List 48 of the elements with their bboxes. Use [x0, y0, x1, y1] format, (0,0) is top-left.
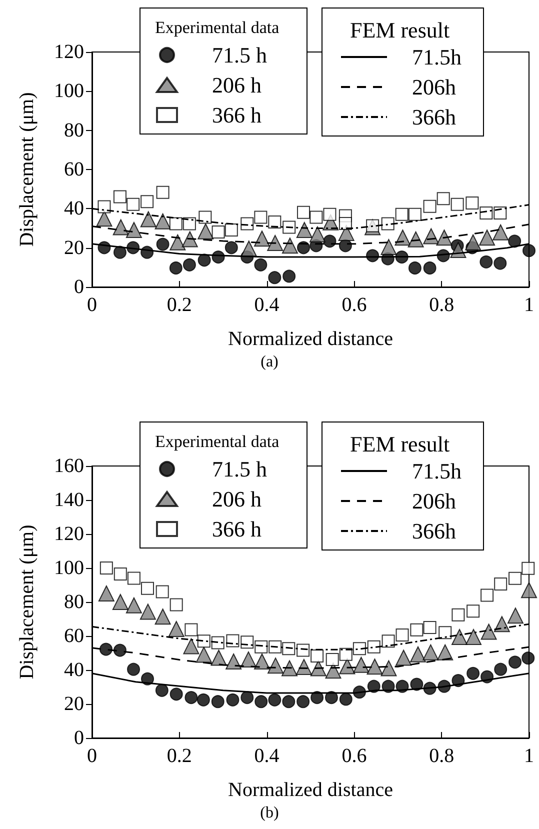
- legend-label: 71.5 h: [212, 456, 267, 482]
- x-tick-label: 0.6: [342, 294, 367, 316]
- legend-title: Experimental data: [155, 432, 280, 451]
- legend-label: 71.5h: [412, 458, 462, 484]
- y-tick-label: 80: [64, 119, 84, 142]
- y-tick-label: 0: [74, 727, 84, 749]
- text: FEM result: [350, 432, 450, 456]
- x-tick-label: 1: [524, 294, 534, 316]
- x-tick-label: 0.2: [166, 745, 192, 767]
- y-tick-label: 100: [54, 557, 84, 579]
- y-tick-label: 40: [64, 659, 84, 681]
- y-tick-label: 120: [54, 41, 84, 63]
- x-tick-label: 0.4: [254, 745, 280, 767]
- y-axis-title: Displacement (μm): [16, 524, 38, 680]
- y-tick-label: 40: [64, 198, 84, 220]
- y-tick-label: 120: [54, 523, 84, 545]
- x-tick-label: 0.4: [254, 294, 280, 316]
- y-tick-label: 60: [64, 158, 84, 180]
- legend-title: Experimental data: [155, 18, 280, 37]
- y-tick-label: 60: [64, 625, 84, 647]
- x-tick-label: 0.2: [166, 294, 192, 316]
- y-tick-label: 20: [64, 236, 84, 259]
- text: FEM result: [350, 18, 450, 42]
- text: (b): [260, 804, 279, 822]
- text: (a): [260, 354, 278, 370]
- y-tick-label: 160: [54, 455, 84, 477]
- legend-label: 206 h: [212, 72, 262, 98]
- legend-label: 71.5 h: [212, 42, 267, 68]
- legend-label: 71.5h: [412, 44, 462, 70]
- x-axis-title: Normalized distance: [228, 779, 394, 801]
- x-tick-label: 0.6: [342, 745, 367, 767]
- legend-label: 366 h: [212, 516, 262, 542]
- x-tick-label: 0.8: [429, 745, 454, 767]
- legend-label: 366 h: [212, 102, 262, 128]
- y-tick-label: 20: [64, 693, 84, 715]
- y-tick-label: 80: [64, 591, 84, 613]
- legend-label: 366h: [412, 518, 456, 544]
- y-tick-label: 100: [54, 80, 84, 102]
- x-tick-label: 0.8: [429, 294, 454, 316]
- y-tick-label: 0: [74, 276, 84, 298]
- x-axis-title: Normalized distance: [228, 328, 394, 350]
- y-tick-label: 140: [54, 489, 84, 511]
- legend-label: 366h: [412, 104, 456, 130]
- legend-label: 206h: [412, 488, 456, 514]
- legend-label: 206 h: [212, 486, 262, 512]
- y-axis-title: Displacement (μm): [16, 92, 38, 247]
- x-tick-label: 1: [524, 745, 534, 767]
- legend-label: 206h: [412, 74, 456, 100]
